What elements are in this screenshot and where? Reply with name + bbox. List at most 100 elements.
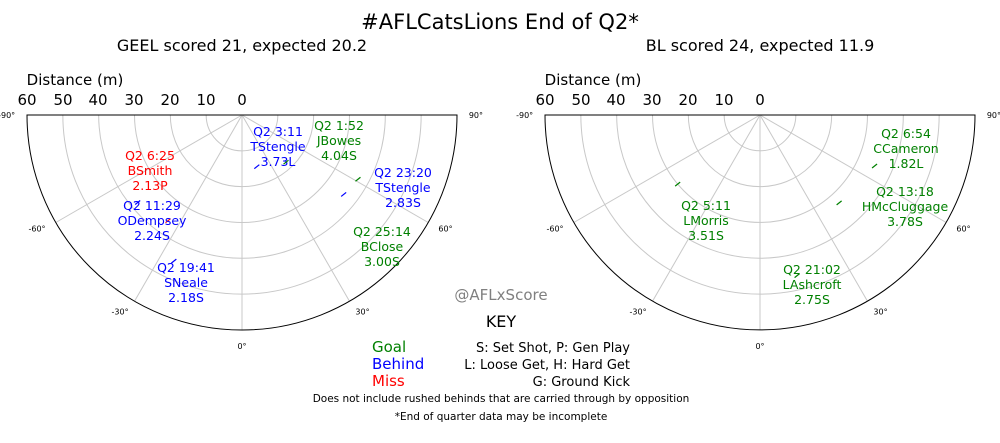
shot-label: 3.00S <box>364 254 400 269</box>
angle-tick-label: -60° <box>28 224 45 233</box>
r-tick-label: 50 <box>571 91 590 109</box>
shot-marker <box>794 273 800 279</box>
shot-label: Q2 1:52 <box>314 118 364 133</box>
shot-label: Q2 3:11 <box>253 124 303 139</box>
shot-label: LMorris <box>683 213 728 228</box>
chart-subtitle: BL scored 24, expected 11.9 <box>646 36 875 55</box>
figure-title: #AFLCatsLions End of Q2* <box>361 10 639 34</box>
shot-label: 2.18S <box>168 290 204 305</box>
shot-label: Q2 6:25 <box>125 148 175 163</box>
r-axis-label: Distance (m) <box>545 71 642 89</box>
shot-label: 3.73L <box>261 154 296 169</box>
shot-marker <box>283 159 289 165</box>
r-tick-label: 10 <box>714 91 733 109</box>
shot-marker <box>836 200 842 206</box>
shot-label: 3.51S <box>688 228 724 243</box>
r-tick-label: 60 <box>17 91 36 109</box>
r-tick-label: 50 <box>53 91 72 109</box>
shot-label: BClose <box>361 239 404 254</box>
key-code-line: S: Set Shot, P: Gen Play <box>476 341 630 356</box>
shot-label: 2.83S <box>385 195 421 210</box>
angle-tick-label: 0° <box>755 342 764 351</box>
r-tick-label: 0 <box>755 91 765 109</box>
shot-label: TStengle <box>249 139 305 154</box>
shot-label: TStengle <box>374 180 430 195</box>
key-behind: Behind <box>372 355 424 373</box>
left-polar-chart: GEEL scored 21, expected 20.2 Distance (… <box>0 36 483 351</box>
key-title: KEY <box>486 312 517 331</box>
angle-tick-label: 30° <box>873 307 887 316</box>
shot-label: ODempsey <box>118 213 187 228</box>
shot-label: 3.78S <box>887 214 923 229</box>
chart-subtitle: GEEL scored 21, expected 20.2 <box>117 36 367 55</box>
angle-tick-label: 0° <box>237 342 246 351</box>
shot-marker <box>674 181 681 187</box>
r-axis-label: Distance (m) <box>27 71 124 89</box>
grid-spoke <box>759 114 947 223</box>
key-legend: KEY Goal Behind Miss S: Set Shot, P: Gen… <box>372 312 630 390</box>
shot-label: Q2 6:54 <box>881 126 931 141</box>
shot-marker <box>165 218 171 224</box>
grid-spoke <box>573 114 761 223</box>
angle-tick-label: 60° <box>438 224 452 233</box>
shot-marker <box>170 258 177 264</box>
polar-frame <box>26 114 458 331</box>
shot-label: 2.75S <box>794 292 830 307</box>
shot-label: Q2 21:02 <box>783 262 841 277</box>
shot-marker <box>134 200 141 205</box>
angle-tick-label: 90° <box>469 111 483 120</box>
grid-spoke <box>652 114 761 302</box>
shot-marker <box>340 191 347 197</box>
r-tick-label: 20 <box>160 91 179 109</box>
shot-label: JBowes <box>316 133 361 148</box>
shot-label: 2.13P <box>132 178 168 193</box>
footnote: *End of quarter data may be incomplete <box>395 411 608 423</box>
r-tick-label: 40 <box>606 91 625 109</box>
footnote: Does not include rushed behinds that are… <box>313 393 690 405</box>
shot-label: Q2 19:41 <box>157 260 215 275</box>
shot-label: Q2 5:11 <box>681 198 731 213</box>
key-miss: Miss <box>372 372 405 390</box>
r-tick-label: 0 <box>237 91 247 109</box>
shot-label: 4.04S <box>321 148 357 163</box>
key-goal: Goal <box>372 338 406 356</box>
r-tick-label: 10 <box>196 91 215 109</box>
grid-spoke <box>134 114 243 302</box>
shot-marker <box>871 163 878 169</box>
r-tick-label: 60 <box>535 91 554 109</box>
r-tick-label: 30 <box>642 91 661 109</box>
r-tick-label: 30 <box>124 91 143 109</box>
shot-label: CCameron <box>873 141 938 156</box>
shot-marker <box>355 176 361 182</box>
shot-label: LAshcroft <box>783 277 842 292</box>
angle-tick-label: 60° <box>956 224 970 233</box>
shot-label: 1.82L <box>889 156 924 171</box>
shot-label: 2.24S <box>134 228 170 243</box>
grid-spoke <box>759 114 868 302</box>
grid-spoke <box>241 114 350 302</box>
shot-label: Q2 11:29 <box>123 198 181 213</box>
shot-label: Q2 25:14 <box>353 224 411 239</box>
angle-tick-label: -90° <box>516 111 533 120</box>
angle-tick-label: -30° <box>630 307 647 316</box>
shot-label: SNeale <box>164 275 208 290</box>
grid-spoke <box>55 114 243 223</box>
key-code-line: L: Loose Get, H: Hard Get <box>464 358 630 373</box>
shot-label: HMcCluggage <box>862 199 949 214</box>
polar-frame <box>544 114 976 331</box>
angle-tick-label: 90° <box>987 111 1000 120</box>
grid-spoke <box>241 114 429 223</box>
angle-tick-label: 30° <box>355 307 369 316</box>
angle-tick-label: -90° <box>0 111 15 120</box>
key-code-line: G: Ground Kick <box>533 375 631 390</box>
shot-label: Q2 23:20 <box>374 165 432 180</box>
shot-label: BSmith <box>128 163 173 178</box>
shot-label: Q2 13:18 <box>876 184 934 199</box>
watermark: @AFLxScore <box>454 286 547 304</box>
angle-tick-label: -30° <box>112 307 129 316</box>
angle-tick-label: -60° <box>546 224 563 233</box>
r-tick-label: 20 <box>678 91 697 109</box>
r-tick-label: 40 <box>88 91 107 109</box>
right-polar-chart: BL scored 24, expected 11.9 Distance (m)… <box>516 36 1000 351</box>
